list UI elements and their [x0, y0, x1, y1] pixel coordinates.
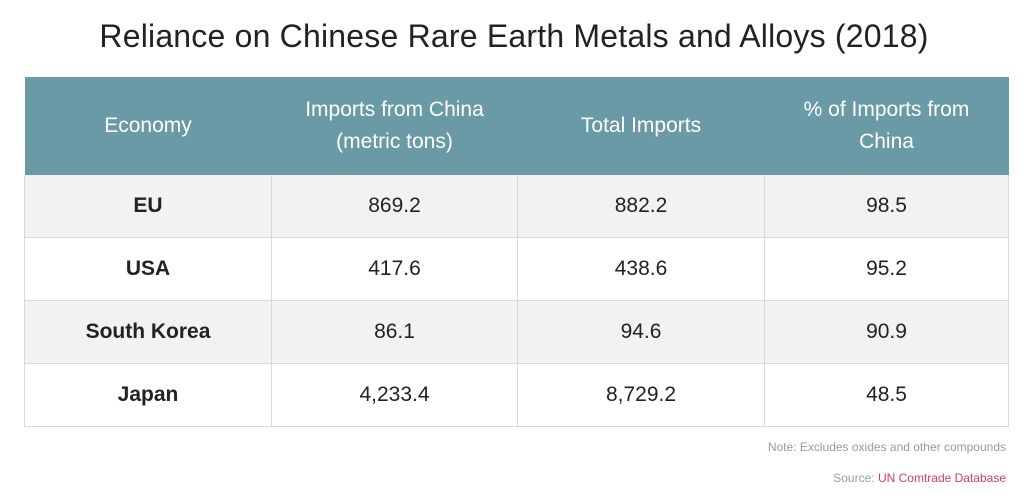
column-header-economy: Economy: [24, 77, 272, 175]
table-row: USA 417.6 438.6 95.2: [24, 237, 1009, 301]
table-row: Japan 4,233.4 8,729.2 48.5: [24, 363, 1009, 427]
page-title: Reliance on Chinese Rare Earth Metals an…: [99, 18, 929, 54]
column-header-percent-from-china: % of Imports from China: [764, 77, 1009, 175]
data-table: Economy Imports from China (metric tons)…: [24, 77, 1009, 427]
cell-economy: South Korea: [24, 300, 272, 364]
table-row: South Korea 86.1 94.6 90.9: [24, 300, 1009, 364]
cell-percent-from-china: 98.5: [764, 175, 1009, 238]
table-row: EU 869.2 882.2 98.5: [24, 175, 1009, 238]
cell-total-imports: 438.6: [517, 237, 765, 301]
cell-imports-from-china: 869.2: [271, 175, 518, 238]
cell-percent-from-china: 48.5: [764, 363, 1009, 427]
cell-percent-from-china: 90.9: [764, 300, 1009, 364]
column-header-total-imports: Total Imports: [517, 77, 765, 175]
column-header-imports-from-china: Imports from China (metric tons): [271, 77, 518, 175]
source-label: Source:: [833, 471, 878, 485]
source-link[interactable]: UN Comtrade Database: [877, 471, 1006, 485]
cell-total-imports: 94.6: [517, 300, 765, 364]
header-row: Economy Imports from China (metric tons)…: [24, 77, 1009, 175]
cell-economy: EU: [24, 175, 272, 238]
cell-total-imports: 8,729.2: [517, 363, 765, 427]
cell-imports-from-china: 417.6: [271, 237, 518, 301]
cell-percent-from-china: 95.2: [764, 237, 1009, 301]
source-line: Source: UN Comtrade Database: [833, 471, 1006, 485]
cell-economy: USA: [24, 237, 272, 301]
cell-economy: Japan: [24, 363, 272, 427]
cell-imports-from-china: 86.1: [271, 300, 518, 364]
footnote: Note: Excludes oxides and other compound…: [767, 440, 1006, 454]
cell-total-imports: 882.2: [517, 175, 765, 238]
cell-imports-from-china: 4,233.4: [271, 363, 518, 427]
